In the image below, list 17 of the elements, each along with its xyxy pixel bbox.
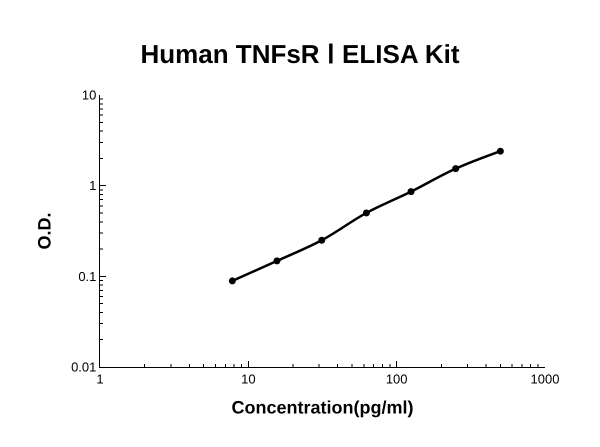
x-axis-title: Concentration(pg/ml) bbox=[232, 398, 414, 418]
point bbox=[362, 209, 370, 216]
point bbox=[408, 188, 415, 196]
y-tick-label: 1 bbox=[89, 178, 96, 194]
point bbox=[228, 277, 236, 284]
point bbox=[452, 165, 460, 172]
x-tick-label: 10 bbox=[241, 372, 256, 387]
x-tick-label: 1000 bbox=[530, 372, 560, 387]
y-axis-title: O.D. bbox=[34, 212, 54, 250]
y-tick-label: 10 bbox=[82, 88, 96, 103]
point bbox=[496, 148, 504, 155]
x-tick-label: 100 bbox=[386, 372, 408, 387]
point bbox=[273, 257, 280, 264]
chart-title: Human TNFsR Ⅰ ELISA Kit bbox=[140, 38, 460, 69]
y-tick-label: 0.01 bbox=[71, 360, 96, 375]
y-tick-label: 0.1 bbox=[78, 268, 96, 284]
point bbox=[318, 236, 326, 244]
